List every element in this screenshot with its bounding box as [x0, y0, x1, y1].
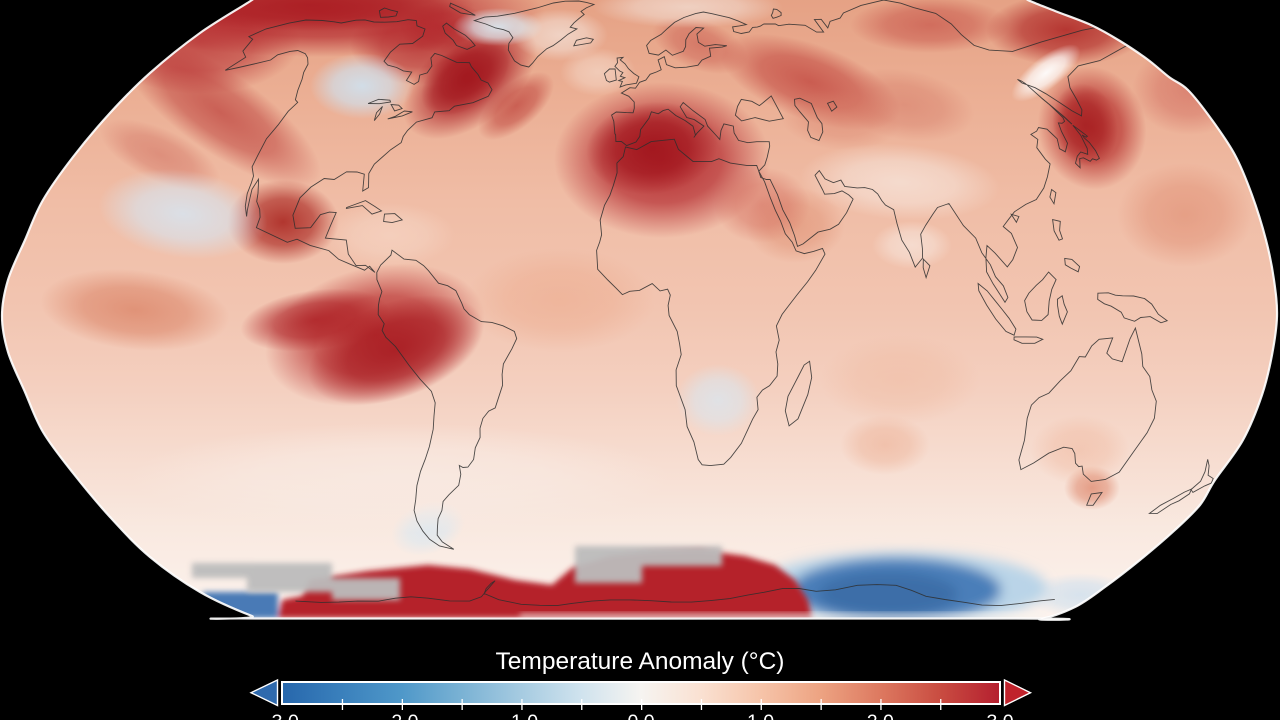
svg-text:-2.0: -2.0: [385, 711, 419, 720]
svg-text:0.0: 0.0: [627, 711, 654, 720]
svg-text:-3.0: -3.0: [265, 711, 299, 720]
svg-text:2.0: 2.0: [867, 711, 894, 720]
svg-text:3.0: 3.0: [986, 711, 1013, 720]
svg-text:Temperature Anomaly (°C): Temperature Anomaly (°C): [496, 648, 785, 675]
svg-text:-1.0: -1.0: [504, 711, 538, 720]
svg-text:1.0: 1.0: [747, 711, 774, 720]
